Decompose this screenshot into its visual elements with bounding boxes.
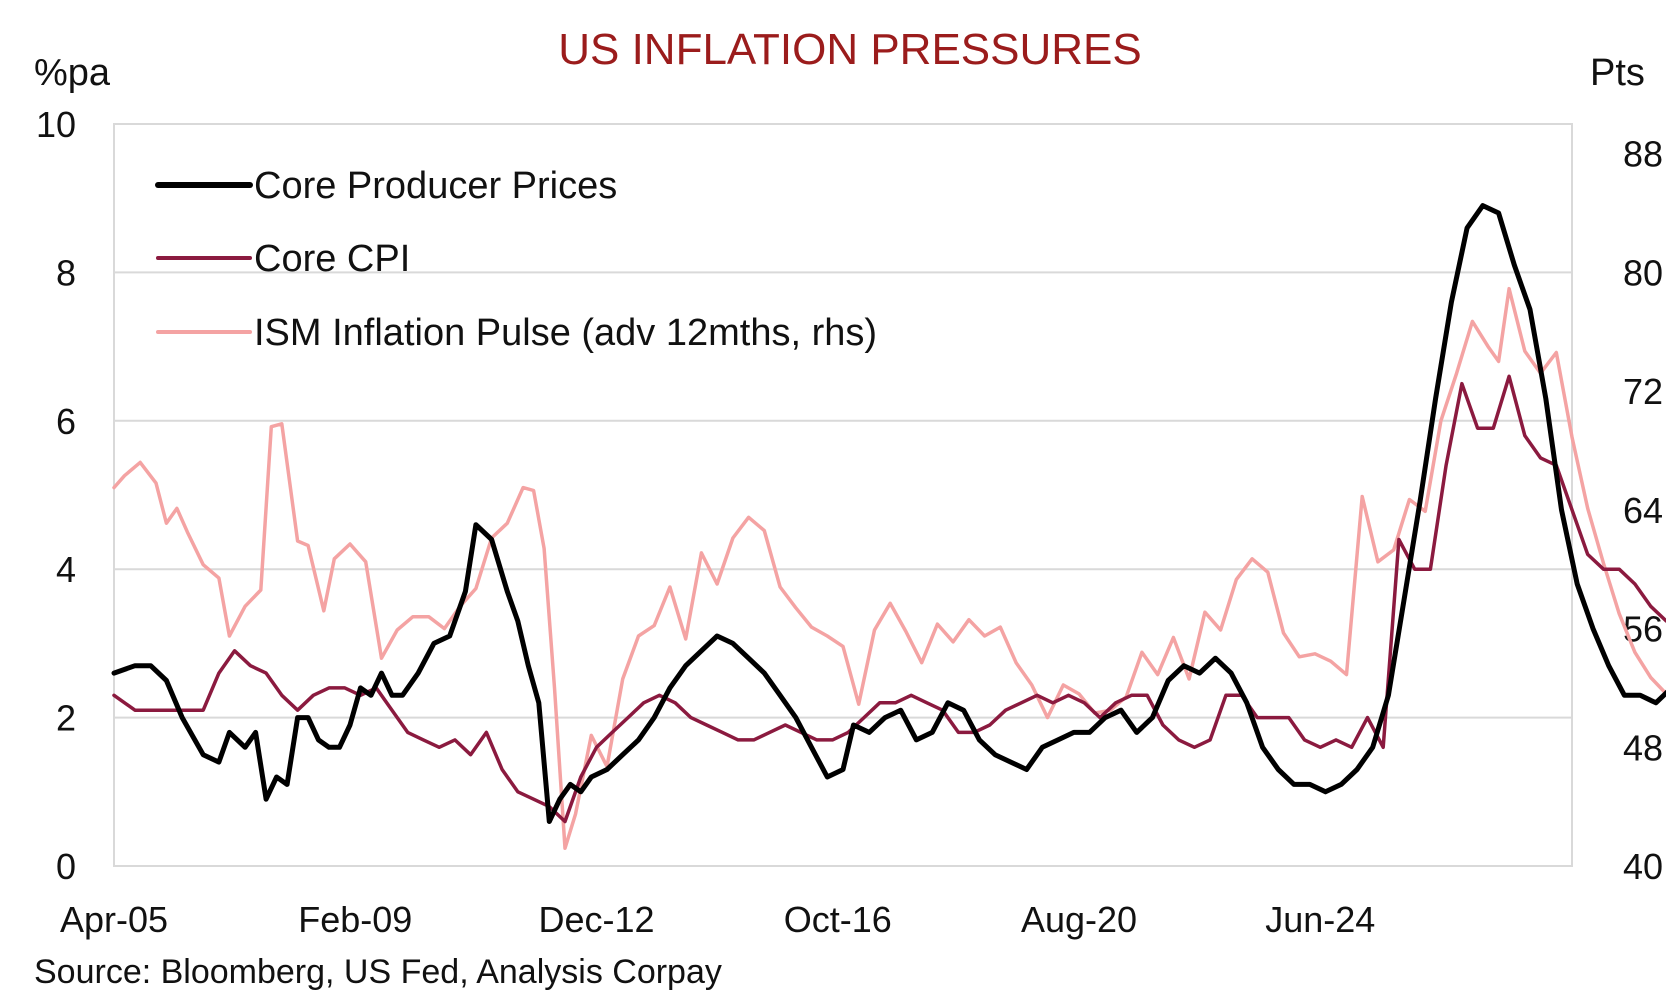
left-tick-label: 4 [56, 549, 76, 590]
legend-label-2: ISM Inflation Pulse (adv 12mths, rhs) [254, 312, 877, 354]
right-axis-ticks: 40 48 56 64 72 80 88 [1623, 134, 1663, 887]
x-tick-label: Jun-24 [1265, 899, 1375, 940]
left-axis-ticks: 0 2 4 6 8 10 [36, 104, 76, 887]
left-tick-label: 2 [56, 698, 76, 739]
gridlines [114, 271, 1572, 719]
legend-label-1: Core CPI [254, 238, 410, 280]
left-tick-label: 8 [56, 252, 76, 293]
series-line-1 [112, 374, 1666, 824]
right-tick-label: 72 [1623, 371, 1663, 412]
x-axis-ticks: Apr-05 Feb-09 Dec-12 Oct-16 Aug-20 Jun-24 [60, 899, 1375, 940]
series-layer [111, 203, 1666, 850]
left-tick-label: 6 [56, 401, 76, 442]
left-tick-label: 10 [36, 104, 76, 145]
left-tick-label: 0 [56, 846, 76, 887]
x-tick-label: Dec-12 [538, 899, 654, 940]
x-tick-label: Feb-09 [298, 899, 412, 940]
legend: Core Producer Prices Core CPI ISM Inflatio… [155, 165, 877, 354]
right-tick-label: 80 [1623, 252, 1663, 293]
series-line-0 [111, 203, 1666, 824]
right-tick-label: 88 [1623, 134, 1663, 175]
x-tick-label: Apr-05 [60, 899, 168, 940]
chart-title: US INFLATION PRESSURES [558, 25, 1142, 74]
source-note: Source: Bloomberg, US Fed, Analysis Corp… [34, 953, 722, 991]
x-tick-label: Aug-20 [1021, 899, 1137, 940]
right-tick-label: 40 [1623, 846, 1663, 887]
right-tick-label: 48 [1623, 727, 1663, 768]
series-line-2 [112, 286, 1666, 850]
legend-label-0: Core Producer Prices [254, 165, 617, 207]
x-tick-label: Oct-16 [784, 899, 892, 940]
right-tick-label: 56 [1623, 609, 1663, 650]
right-tick-label: 64 [1623, 490, 1663, 531]
left-axis-unit: %pa [34, 52, 111, 94]
right-axis-unit: Pts [1590, 52, 1645, 94]
plot-frame [113, 123, 1573, 867]
